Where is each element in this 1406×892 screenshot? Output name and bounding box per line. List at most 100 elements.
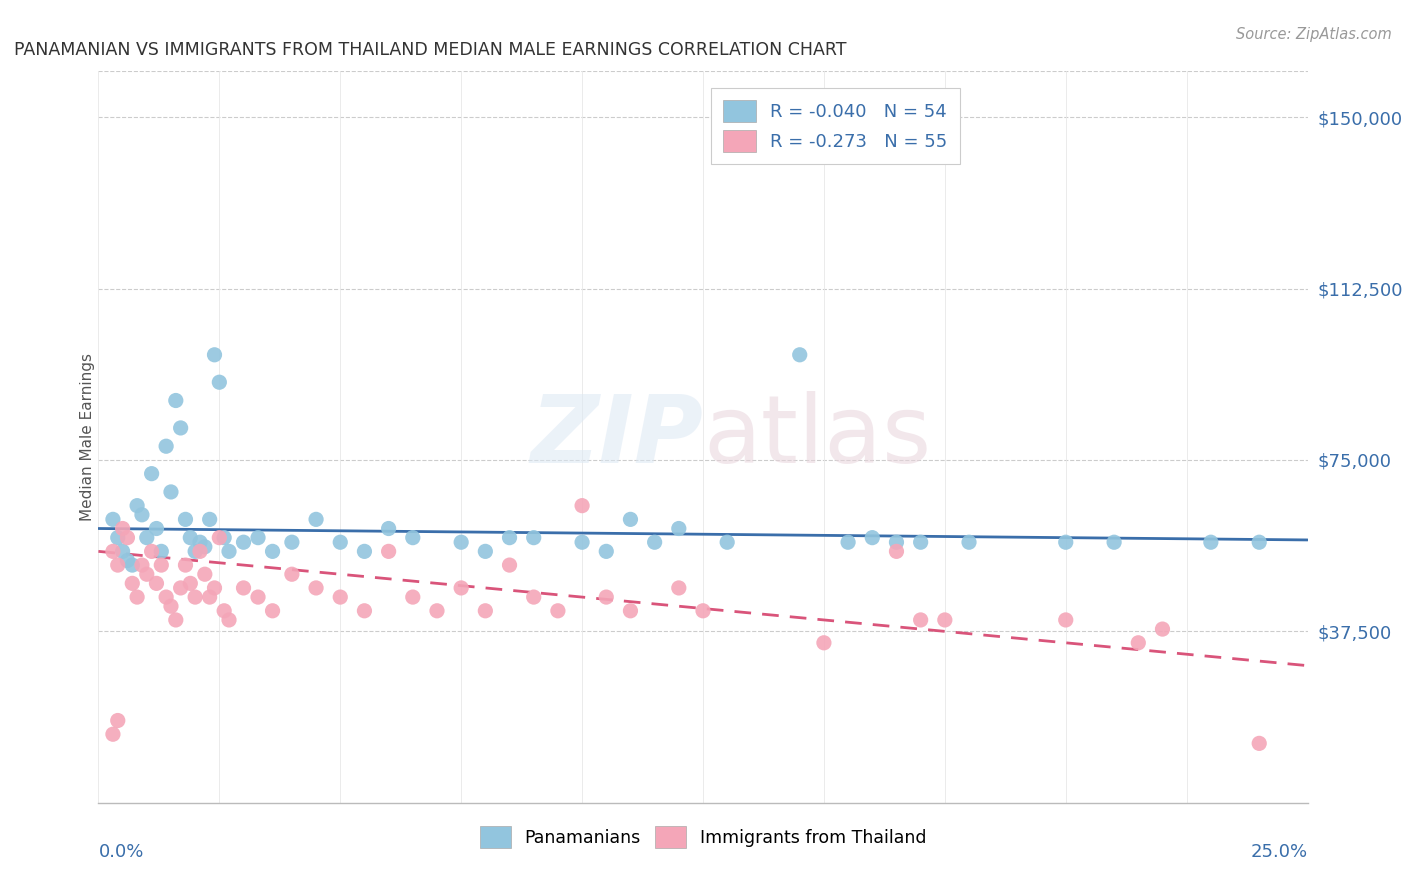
- Point: [329, 590, 352, 604]
- Point: [934, 613, 956, 627]
- Point: [402, 531, 425, 545]
- Point: [141, 544, 163, 558]
- Point: [523, 590, 546, 604]
- Point: [174, 558, 197, 573]
- Point: [910, 535, 932, 549]
- Point: [353, 604, 375, 618]
- Point: [450, 535, 472, 549]
- Point: [127, 590, 149, 604]
- Text: 0.0%: 0.0%: [98, 843, 143, 861]
- Point: [247, 590, 270, 604]
- Point: [135, 567, 157, 582]
- Point: [837, 535, 859, 549]
- Text: ZIP: ZIP: [530, 391, 703, 483]
- Point: [426, 604, 449, 618]
- Point: [571, 535, 593, 549]
- Point: [117, 553, 139, 567]
- Point: [232, 581, 254, 595]
- Point: [121, 576, 143, 591]
- Point: [212, 604, 235, 618]
- Point: [101, 727, 124, 741]
- Point: [668, 581, 690, 595]
- Point: [1152, 622, 1174, 636]
- Point: [1054, 535, 1077, 549]
- Point: [305, 581, 328, 595]
- Point: [523, 531, 546, 545]
- Point: [474, 604, 496, 618]
- Point: [174, 512, 197, 526]
- Point: [1102, 535, 1125, 549]
- Text: PANAMANIAN VS IMMIGRANTS FROM THAILAND MEDIAN MALE EARNINGS CORRELATION CHART: PANAMANIAN VS IMMIGRANTS FROM THAILAND M…: [14, 41, 846, 59]
- Point: [160, 599, 183, 614]
- Point: [813, 636, 835, 650]
- Point: [107, 558, 129, 573]
- Point: [155, 590, 177, 604]
- Point: [262, 604, 284, 618]
- Point: [101, 544, 124, 558]
- Point: [165, 393, 187, 408]
- Point: [860, 531, 883, 545]
- Point: [886, 535, 908, 549]
- Point: [1128, 636, 1150, 650]
- Point: [127, 499, 149, 513]
- Point: [910, 613, 932, 627]
- Point: [204, 348, 226, 362]
- Point: [184, 590, 207, 604]
- Point: [208, 531, 231, 545]
- Point: [1054, 613, 1077, 627]
- Point: [179, 576, 201, 591]
- Point: [498, 558, 520, 573]
- Legend: Panamanians, Immigrants from Thailand: Panamanians, Immigrants from Thailand: [471, 818, 935, 856]
- Point: [353, 544, 375, 558]
- Point: [188, 544, 211, 558]
- Point: [107, 714, 129, 728]
- Point: [179, 531, 201, 545]
- Point: [218, 544, 240, 558]
- Point: [198, 512, 221, 526]
- Point: [789, 348, 811, 362]
- Text: atlas: atlas: [703, 391, 931, 483]
- Point: [498, 531, 520, 545]
- Point: [377, 521, 399, 535]
- Point: [450, 581, 472, 595]
- Point: [1249, 736, 1271, 750]
- Point: [141, 467, 163, 481]
- Point: [111, 521, 134, 535]
- Point: [131, 558, 153, 573]
- Point: [198, 590, 221, 604]
- Point: [204, 581, 226, 595]
- Point: [377, 544, 399, 558]
- Point: [262, 544, 284, 558]
- Point: [169, 581, 191, 595]
- Point: [619, 604, 641, 618]
- Text: Source: ZipAtlas.com: Source: ZipAtlas.com: [1236, 27, 1392, 42]
- Point: [165, 613, 187, 627]
- Point: [668, 521, 690, 535]
- Point: [145, 521, 167, 535]
- Point: [305, 512, 328, 526]
- Point: [194, 540, 217, 554]
- Point: [121, 558, 143, 573]
- Point: [111, 544, 134, 558]
- Point: [101, 512, 124, 526]
- Point: [208, 375, 231, 389]
- Point: [212, 531, 235, 545]
- Point: [474, 544, 496, 558]
- Point: [692, 604, 714, 618]
- Point: [571, 499, 593, 513]
- Point: [619, 512, 641, 526]
- Point: [232, 535, 254, 549]
- Point: [247, 531, 270, 545]
- Point: [145, 576, 167, 591]
- Point: [957, 535, 980, 549]
- Point: [188, 535, 211, 549]
- Point: [281, 535, 304, 549]
- Point: [329, 535, 352, 549]
- Point: [107, 531, 129, 545]
- Point: [160, 485, 183, 500]
- Point: [1199, 535, 1222, 549]
- Point: [135, 531, 157, 545]
- Point: [117, 531, 139, 545]
- Point: [155, 439, 177, 453]
- Point: [402, 590, 425, 604]
